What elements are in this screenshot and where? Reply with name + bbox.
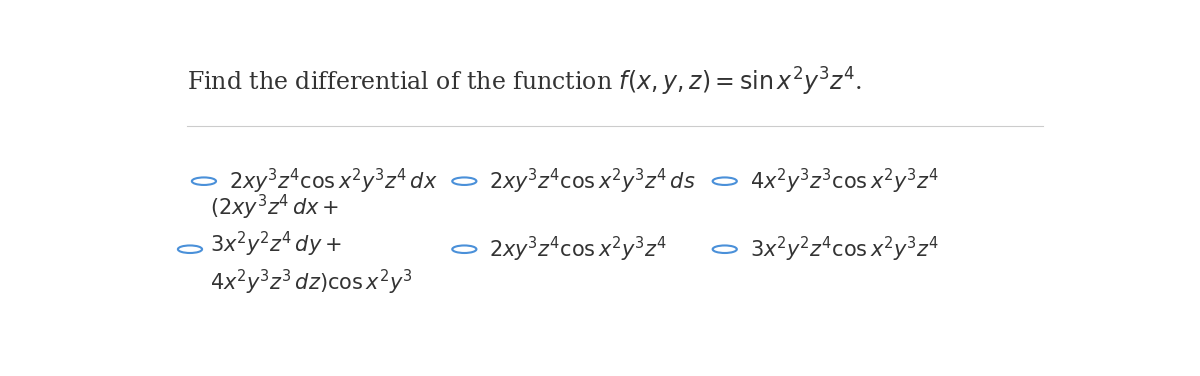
Text: $2xy^3z^4 \cos x^2y^3z^4\,dx$: $2xy^3z^4 \cos x^2y^3z^4\,dx$ <box>229 167 438 196</box>
Text: $4x^2y^3z^3 \cos x^2y^3z^4$: $4x^2y^3z^3 \cos x^2y^3z^4$ <box>750 167 938 196</box>
Text: Find the differential of the function $f(x, y, z) = \sin x^2y^3z^4$.: Find the differential of the function $f… <box>187 65 862 98</box>
Text: $3x^2y^2z^4\,dy +$: $3x^2y^2z^4\,dy +$ <box>210 230 342 259</box>
Text: $4x^2y^3z^3\,dz)\cos x^2y^3$: $4x^2y^3z^3\,dz)\cos x^2y^3$ <box>210 268 413 297</box>
Text: $3x^2y^2z^4 \cos x^2y^3z^4$: $3x^2y^2z^4 \cos x^2y^3z^4$ <box>750 235 938 264</box>
Text: $2xy^3z^4 \cos x^2y^3z^4\,ds$: $2xy^3z^4 \cos x^2y^3z^4\,ds$ <box>490 167 696 196</box>
Text: $2xy^3z^4 \cos x^2y^3z^4$: $2xy^3z^4 \cos x^2y^3z^4$ <box>490 235 667 264</box>
Text: $(2xy^3z^4\,dx +$: $(2xy^3z^4\,dx +$ <box>210 193 340 222</box>
